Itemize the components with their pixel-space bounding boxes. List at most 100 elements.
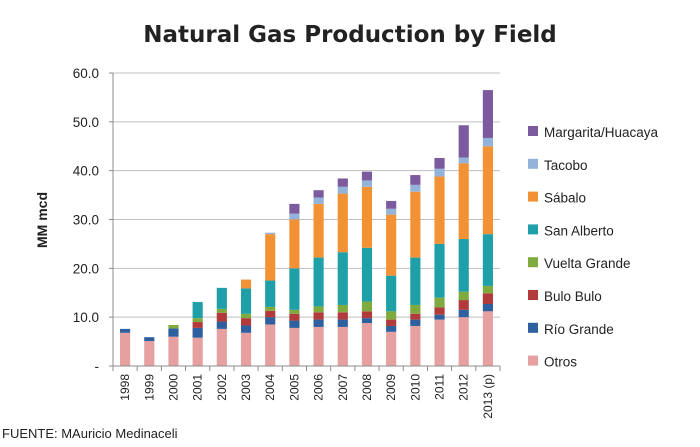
bar-segment-vuelta-grande-2004 (265, 306, 276, 311)
bar-segment-bulo-bulo-2013p (482, 293, 493, 304)
bar-segment-otros-2008 (361, 323, 373, 366)
bar-segment-vuelta-grande-2013p (482, 285, 493, 294)
bar-segment-r-o-grande-2002 (216, 321, 227, 329)
axes (109, 72, 501, 371)
bar-segment-margarita-huacaya-2008 (361, 171, 373, 181)
bar-segment-vuelta-grande-2001 (192, 318, 203, 323)
bar-segment-bulo-bulo-2012 (458, 300, 469, 310)
legend-swatch (528, 322, 538, 333)
x-tick-label: 2006 (312, 374, 326, 401)
bar-segment-r-o-grande-1999 (144, 337, 155, 342)
x-tick-labels: 1998 1999 2000 2001 2002 2003 2004 2005 2006 2007… (118, 374, 495, 419)
legend-label: Sábalo (544, 191, 586, 206)
bar-segment-s-balo-2005 (289, 219, 300, 269)
bar-segment-tacobo-2006 (313, 197, 324, 204)
legend-swatch (528, 191, 538, 202)
legend-label: San Alberto (544, 223, 614, 238)
bar-segment-vuelta-grande-2011 (434, 297, 445, 308)
bar-segment-bulo-bulo-2008 (361, 311, 373, 319)
bar-segment-otros-2005 (289, 327, 300, 366)
bar-segment-san-alberto-2006 (313, 257, 324, 307)
legend-label: Bulo Bulo (544, 289, 602, 304)
bar-segment-s-balo-2012 (458, 163, 469, 240)
bar-segment-san-alberto-2009 (386, 275, 397, 312)
x-tick-label: 2013 (p) (481, 374, 495, 419)
bar-segment-s-balo-2007 (337, 193, 348, 253)
x-tick-label: 2003 (239, 374, 253, 401)
bar-segment-margarita-huacaya-2013p (482, 90, 493, 138)
bar-segment-margarita-huacaya-2009 (386, 200, 397, 209)
bar-segment-r-o-grande-2006 (313, 319, 324, 327)
legend: Margarita/Huacaya Tacobo Sábalo San Alberto… (528, 125, 659, 370)
bar-segment-otros-1999 (144, 341, 155, 366)
legend-swatch (528, 257, 538, 268)
bar-segment-vuelta-grande-2009 (386, 311, 397, 320)
x-tick-label: 2005 (287, 374, 301, 401)
bar-segment-margarita-huacaya-2012 (458, 125, 469, 158)
bar-segment-r-o-grande-2001 (192, 327, 203, 338)
bar-segment-san-alberto-2007 (337, 252, 348, 305)
bar-segment-bulo-bulo-2006 (313, 312, 324, 320)
y-tick-label: 50.0 (73, 115, 99, 130)
bar-segment-san-alberto-2004 (265, 280, 276, 307)
bar-segment-otros-2003 (240, 332, 252, 366)
bar-segment-tacobo-2012 (458, 157, 469, 164)
bar-segment-otros-2012 (458, 317, 469, 366)
bar-segment-vuelta-grande-2003 (240, 313, 252, 319)
bar-segment-tacobo-2011 (434, 168, 445, 177)
bar-segment-margarita-huacaya-2005 (289, 203, 300, 214)
bar-segment-otros-2004 (265, 324, 276, 366)
x-tick-label: 2000 (166, 374, 180, 401)
bar-segment-bulo-bulo-2009 (386, 319, 397, 326)
x-tick-label: 2009 (384, 374, 398, 401)
bar-segment-s-balo-2010 (410, 191, 421, 258)
x-tick-label: 1999 (142, 374, 156, 401)
bar-segment-tacobo-2005 (289, 213, 300, 220)
bar-segment-san-alberto-2011 (434, 243, 445, 298)
bar-segment-tacobo-2010 (410, 184, 421, 192)
y-tick-label: 20.0 (73, 261, 99, 276)
bar-segment-bulo-bulo-2004 (265, 310, 276, 318)
bar-segment-san-alberto-2001 (192, 302, 203, 319)
bar-segment-r-o-grande-2004 (265, 317, 276, 325)
legend-swatch (528, 355, 538, 366)
legend-label: Río Grande (544, 322, 614, 337)
legend-label: Vuelta Grande (544, 256, 631, 271)
bar-segment-otros-2011 (434, 319, 445, 366)
legend-swatch (528, 290, 538, 300)
bar-segment-bulo-bulo-2005 (289, 313, 300, 321)
bar-segment-otros-2009 (386, 331, 397, 366)
bar-segment-s-balo-2006 (313, 203, 324, 258)
bar-segment-san-alberto-2012 (458, 239, 469, 292)
bar-segment-bulo-bulo-2001 (192, 322, 203, 328)
y-tick-label: 40.0 (73, 164, 99, 179)
bar-segment-margarita-huacaya-2007 (337, 178, 348, 187)
bar-segment-vuelta-grande-2000 (168, 324, 179, 329)
bar-segment-tacobo-2008 (361, 180, 373, 187)
bar-segment-margarita-huacaya-2006 (313, 190, 324, 198)
bar-segment-tacobo-2007 (337, 186, 348, 194)
y-tick-label: - (95, 359, 100, 374)
legend-swatch (528, 224, 538, 235)
bar-segment-otros-2000 (168, 336, 179, 366)
bar-segment-san-alberto-2005 (289, 268, 300, 310)
y-tick-label: 10.0 (73, 310, 99, 325)
bar-segment-san-alberto-2010 (410, 257, 421, 305)
x-tick-label: 2011 (433, 374, 447, 400)
bar-segment-vuelta-grande-2008 (361, 301, 373, 312)
y-tick-labels: - 10.0 20.0 30.0 40.0 50.0 60.0 (73, 66, 99, 374)
bar-segment-tacobo-2009 (386, 208, 397, 215)
bar-segment-bulo-bulo-2007 (337, 312, 348, 320)
bar-segment-bulo-bulo-2010 (410, 313, 421, 320)
bar-segment-vuelta-grande-2005 (289, 309, 300, 314)
bar-segment-bulo-bulo-2011 (434, 307, 445, 315)
x-tick-label: 2008 (360, 374, 374, 401)
x-tick-label: 2004 (263, 374, 277, 401)
bar-segment-otros-2007 (337, 326, 348, 366)
bar-segment-vuelta-grande-2006 (313, 306, 324, 313)
y-tick-label: 60.0 (73, 66, 99, 81)
x-tick-label: 1998 (118, 374, 132, 401)
chart-title: Natural Gas Production by Field (143, 22, 557, 48)
bar-segment-tacobo-2004 (265, 232, 276, 235)
